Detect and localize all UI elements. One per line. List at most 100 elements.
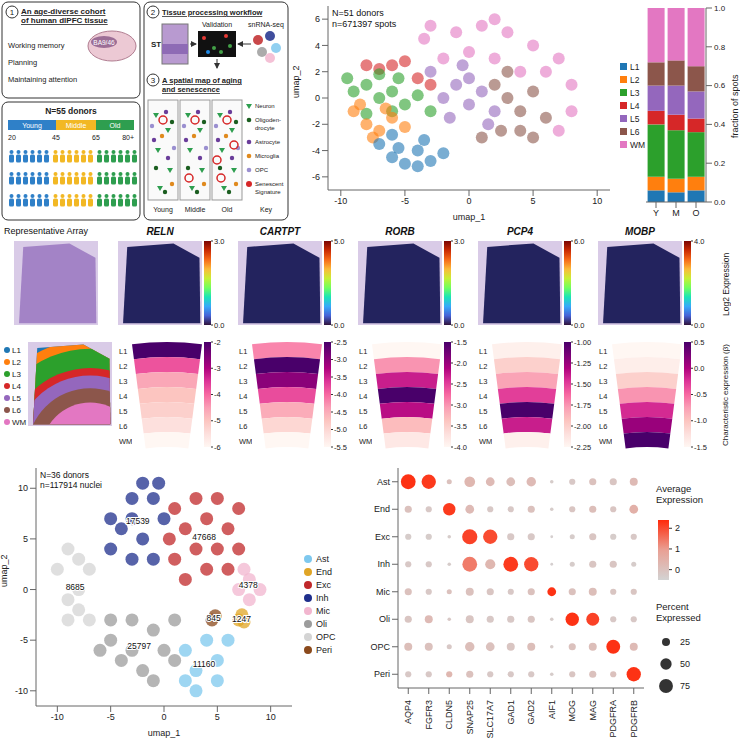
svg-text:CLDN5: CLDN5 [444,700,454,730]
svg-text:Oli: Oli [379,614,390,624]
svg-text:Old: Old [222,206,233,213]
svg-text:Key: Key [260,206,273,214]
svg-text:PDGFRA: PDGFRA [608,700,618,738]
svg-text:WM: WM [239,437,252,446]
svg-text:Signature: Signature [255,189,281,195]
svg-text:47668: 47668 [192,532,216,542]
svg-text:-2: -2 [312,119,320,129]
svg-text:20: 20 [8,134,16,141]
svg-text:L2: L2 [359,362,367,371]
svg-text:PDGFRB: PDGFRB [629,700,639,738]
svg-text:-3.5: -3.5 [454,422,467,431]
svg-text:0.0: 0.0 [454,321,464,330]
svg-text:L3: L3 [479,377,487,386]
svg-text:Neuron: Neuron [255,103,275,109]
svg-text:-4: -4 [312,146,320,156]
svg-text:-0.5: -0.5 [694,390,707,399]
svg-text:4.0: 4.0 [694,237,704,246]
svg-text:1.0: 1.0 [714,4,726,13]
svg-text:10: 10 [592,196,602,206]
svg-text:A spatial map of aging: A spatial map of aging [162,76,242,85]
svg-text:L3: L3 [599,377,607,386]
svg-text:0.0: 0.0 [574,321,584,330]
svg-text:-5: -5 [214,416,221,425]
svg-text:Validation: Validation [202,21,232,28]
svg-text:SLC17A7: SLC17A7 [485,700,495,738]
svg-text:-3: -3 [214,364,221,373]
svg-text:L5: L5 [359,407,367,416]
svg-text:L2: L2 [239,362,247,371]
svg-text:3: 3 [151,76,156,85]
svg-text:0.0: 0.0 [694,321,704,330]
svg-text:AQP4: AQP4 [403,700,413,724]
svg-text:-5.0: -5.0 [334,425,347,434]
svg-text:umap_2: umap_2 [292,65,301,98]
svg-text:10: 10 [18,483,28,493]
svg-text:L6: L6 [119,422,127,431]
svg-text:8685: 8685 [66,582,85,592]
svg-text:MOG: MOG [567,700,577,722]
svg-text:L4: L4 [599,392,607,401]
svg-text:Young: Young [153,206,173,214]
svg-text:L6: L6 [359,422,367,431]
svg-text:L6: L6 [479,422,487,431]
svg-text:-6: -6 [214,443,221,452]
svg-text:L1: L1 [599,347,607,356]
svg-text:-1.00: -1.00 [574,338,591,347]
svg-text:L1: L1 [479,347,487,356]
svg-text:BA9/46: BA9/46 [93,39,115,46]
svg-text:Expressed: Expressed [656,612,701,623]
svg-text:-4: -4 [214,390,221,399]
svg-text:-1.50: -1.50 [574,380,591,389]
svg-text:M: M [672,208,680,218]
svg-text:Oligoden-: Oligoden- [255,117,281,123]
svg-text:0.8: 0.8 [714,43,726,52]
svg-text:OPC: OPC [255,167,269,173]
svg-text:-1.5: -1.5 [694,443,707,452]
svg-text:L6: L6 [599,422,607,431]
svg-text:0.0: 0.0 [334,321,344,330]
svg-text:Old: Old [110,122,121,129]
svg-text:WM: WM [119,437,132,446]
svg-text:3.0: 3.0 [454,237,464,246]
svg-text:0: 0 [675,565,680,575]
svg-text:Peri: Peri [374,669,390,679]
svg-text:5: 5 [215,712,220,722]
svg-text:-2.5: -2.5 [334,338,347,347]
svg-text:-1.0: -1.0 [694,416,707,425]
svg-text:5: 5 [23,534,28,544]
svg-text:-10: -10 [51,712,64,722]
svg-text:11160: 11160 [193,659,216,669]
svg-text:Mic: Mic [376,587,390,597]
svg-text:L2: L2 [119,362,127,371]
svg-text:-2: -2 [214,338,221,347]
svg-text:Inh: Inh [377,559,390,569]
svg-text:1: 1 [675,544,680,554]
svg-text:0: 0 [23,585,28,595]
svg-text:Average: Average [656,483,691,494]
svg-text:0.4: 0.4 [714,120,726,129]
svg-text:80+: 80+ [122,134,134,141]
svg-text:Working memory: Working memory [8,41,65,50]
svg-text:L2: L2 [479,362,487,371]
svg-text:5: 5 [531,196,536,206]
svg-text:-5: -5 [401,196,409,206]
svg-text:Microglia: Microglia [255,153,280,159]
svg-text:-4.0: -4.0 [454,443,467,452]
svg-text:-2.5: -2.5 [454,380,467,389]
svg-text:1247: 1247 [232,614,251,624]
svg-text:MAG: MAG [588,700,598,721]
svg-text:0: 0 [161,712,166,722]
svg-text:FGFR3: FGFR3 [424,700,434,730]
svg-text:3.0: 3.0 [214,237,224,246]
svg-text:Percent: Percent [656,601,689,612]
svg-text:2: 2 [675,523,680,533]
svg-text:5.0: 5.0 [334,237,344,246]
svg-text:-5: -5 [20,635,28,645]
svg-text:17539: 17539 [126,516,150,526]
svg-text:L4: L4 [479,392,487,401]
svg-text:Expression: Expression [656,494,703,505]
svg-text:-4.0: -4.0 [334,390,347,399]
svg-text:Senescent: Senescent [255,181,284,187]
svg-text:45: 45 [52,134,60,141]
